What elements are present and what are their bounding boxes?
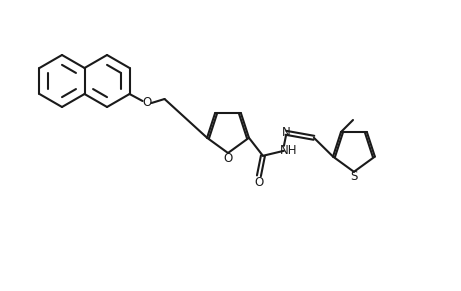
Text: O: O bbox=[224, 152, 233, 164]
Text: O: O bbox=[142, 97, 151, 109]
Text: O: O bbox=[254, 176, 264, 189]
Text: N: N bbox=[282, 126, 290, 139]
Text: NH: NH bbox=[280, 144, 298, 157]
Text: S: S bbox=[350, 170, 358, 183]
